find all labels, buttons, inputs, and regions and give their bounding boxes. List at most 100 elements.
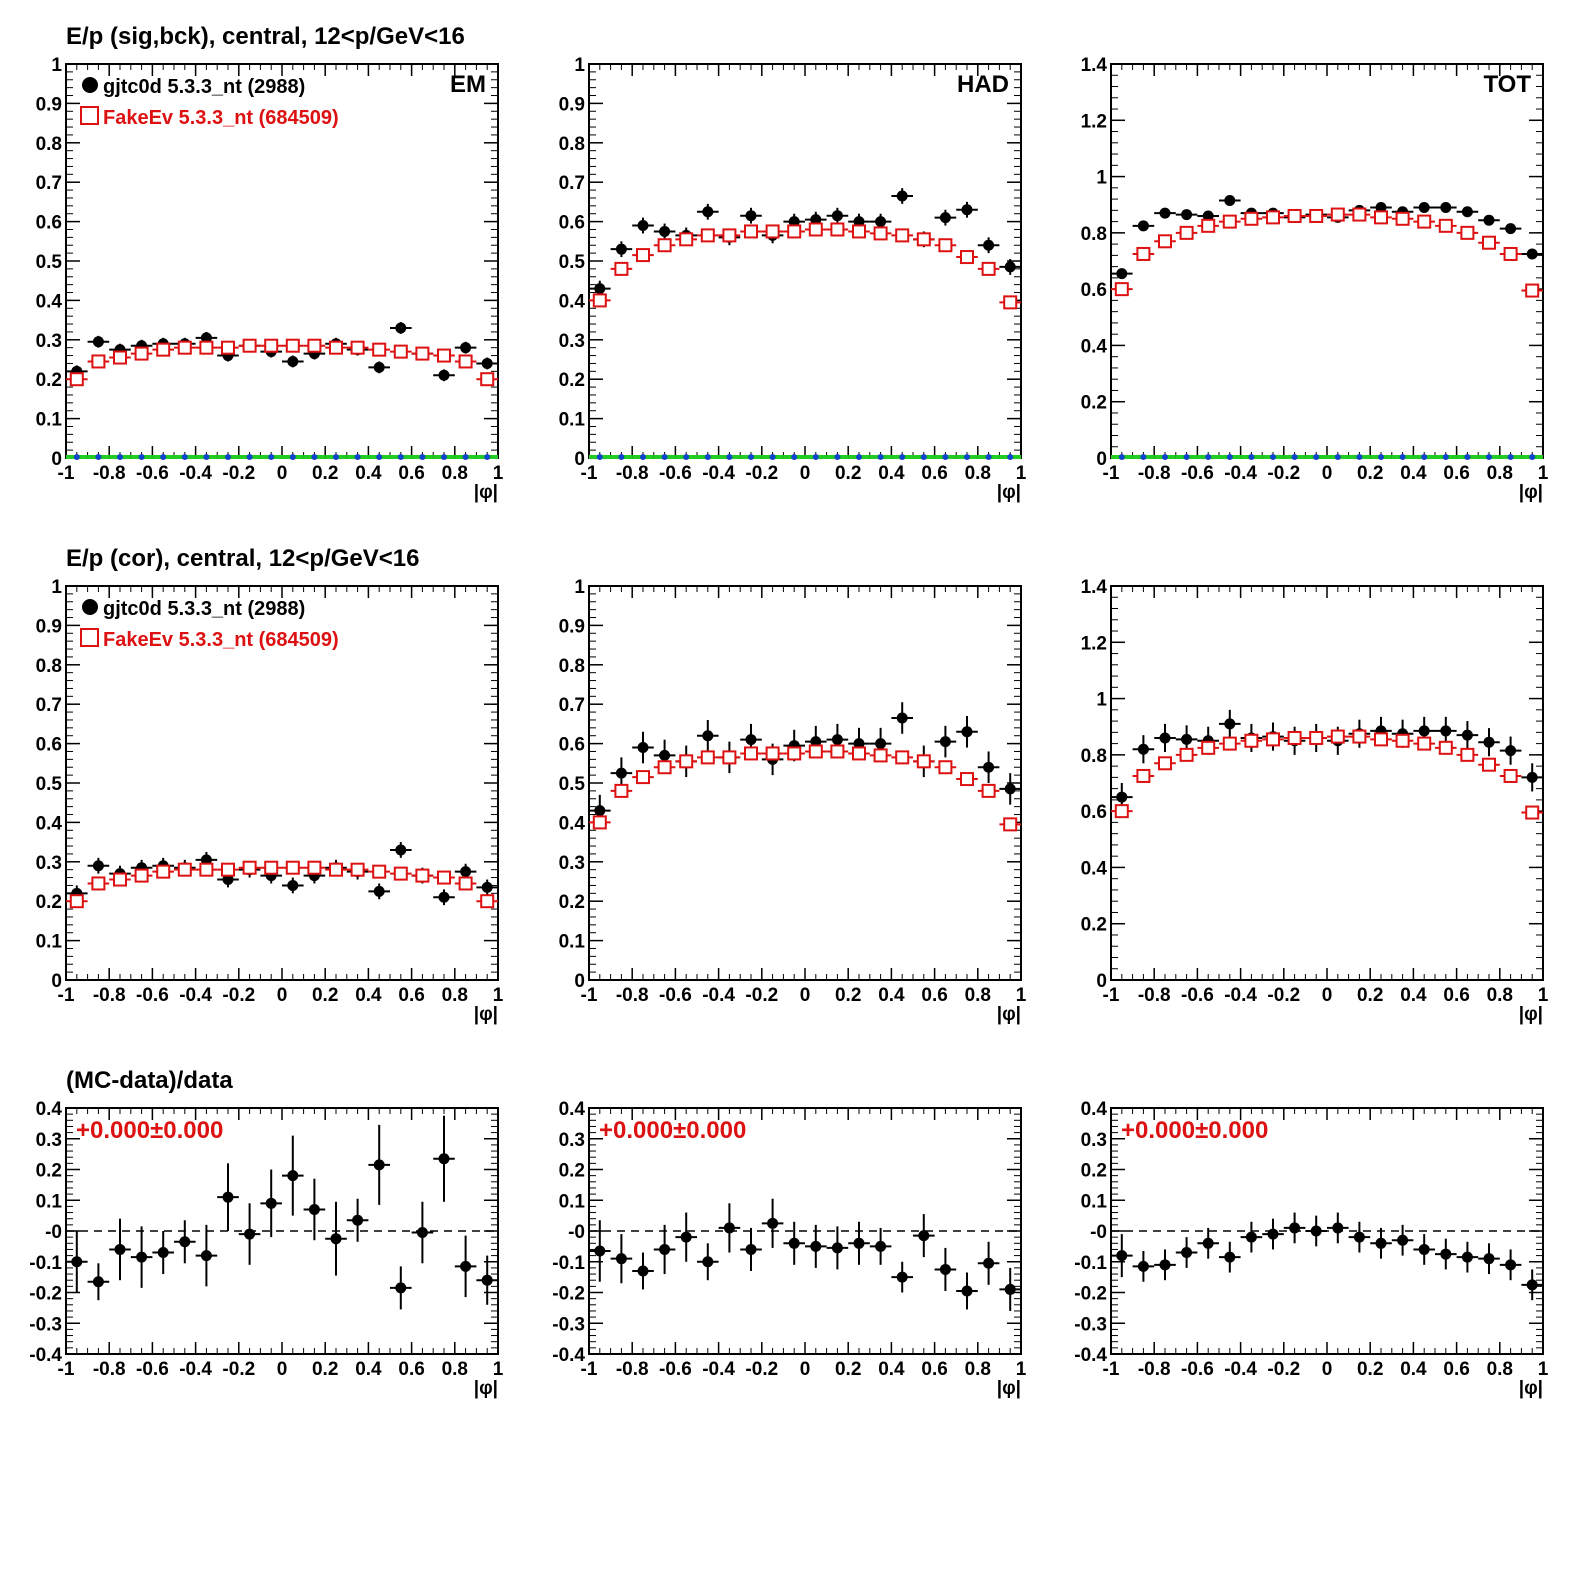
flat-series-point	[1507, 454, 1514, 460]
data-point	[1224, 1251, 1236, 1263]
x-tick-label: 1	[1538, 463, 1549, 484]
mc-point	[960, 250, 974, 265]
y-tick-label: 0.1	[1081, 1191, 1108, 1212]
y-tick-label: -0.4	[29, 1345, 62, 1366]
data-point	[1159, 1259, 1171, 1271]
x-tick-label: 0.6	[398, 985, 424, 1006]
y-tick-label: 0.6	[1081, 802, 1107, 823]
y-tick-label: 1	[51, 55, 62, 76]
flat-series-point	[95, 454, 102, 460]
mc-point	[307, 860, 322, 875]
data-point	[788, 216, 800, 228]
row2-title: E/p (cor), central, 12<p/GeV<16	[66, 545, 419, 572]
y-tick-label: -0	[1090, 1222, 1107, 1243]
mc-point	[1503, 768, 1518, 783]
data-point	[745, 734, 757, 746]
data-point	[1137, 220, 1149, 232]
data-point	[1418, 202, 1430, 214]
data-point	[1004, 783, 1016, 795]
legend-label-mc: FakeEv 5.3.3_nt (684509)	[103, 629, 339, 651]
y-tick-label: 0.7	[36, 173, 62, 194]
data-point	[460, 866, 472, 878]
flat-series-point	[769, 454, 776, 460]
mc-point	[1352, 729, 1367, 744]
mc-point	[458, 354, 473, 369]
data-point	[114, 1243, 126, 1255]
y-tick-label: 0.8	[1081, 224, 1107, 245]
flat-series-point	[1486, 454, 1492, 460]
x-tick-label: 0	[800, 1359, 811, 1380]
data-point	[810, 736, 822, 748]
y-tick-label: 0.3	[36, 1130, 62, 1151]
mc-point	[873, 226, 888, 241]
mc-point	[808, 222, 823, 237]
data-point	[244, 1228, 256, 1240]
y-tick-label: 0.8	[559, 134, 585, 155]
x-tick-label: -1	[581, 1359, 598, 1380]
x-tick-label: -0.2	[745, 1359, 778, 1380]
data-point	[875, 216, 887, 228]
data-point	[1202, 210, 1214, 222]
data-point	[1375, 1237, 1387, 1249]
data-point	[853, 1237, 865, 1249]
fit-annotation: +0.000±0.000	[76, 1117, 223, 1144]
data-point	[702, 730, 714, 742]
x-tick-label: -0.8	[93, 1359, 126, 1380]
flat-series-point	[1378, 454, 1384, 460]
mc-point	[1525, 805, 1540, 820]
y-tick-label: 0.9	[36, 616, 62, 637]
y-tick-label: 0.7	[559, 173, 585, 194]
mc-point	[307, 338, 322, 353]
data-point	[702, 1256, 714, 1268]
y-tick-label: 0.1	[36, 1191, 63, 1212]
legend-label-data: gjtc0d 5.3.3_nt (2988)	[103, 598, 305, 620]
y-tick-label: 0.2	[1081, 393, 1107, 414]
y-tick-label: -0.1	[1074, 1253, 1107, 1274]
data-point	[200, 1250, 212, 1262]
data-point	[939, 1263, 951, 1275]
mc-point	[614, 783, 629, 798]
mc-point	[113, 350, 127, 365]
panels: -1 -0.8 -0.6 -0.4 -0.2 0 0.2 0.4 0.6 0.8 1|φ|00.10…	[29, 55, 1548, 1399]
flat-series-point	[246, 454, 253, 460]
x-tick-label: 0.6	[398, 463, 424, 484]
flat-series-point	[1007, 454, 1014, 460]
y-tick-label: 0.4	[559, 291, 586, 312]
data-point	[157, 1247, 169, 1259]
data-point	[1267, 1228, 1279, 1240]
data-point	[200, 332, 212, 344]
mc-point	[242, 860, 257, 875]
mc-point	[458, 876, 473, 891]
flat-series-point	[812, 454, 819, 460]
y-tick-label: 0.2	[1081, 915, 1107, 936]
x-axis-label: |φ|	[1519, 482, 1543, 503]
y-tick-label: -0	[568, 1222, 585, 1243]
mc-point	[221, 340, 235, 355]
data-point	[810, 214, 822, 226]
mc-point	[1460, 225, 1475, 240]
mc-point	[787, 746, 802, 761]
x-tick-label: -0.2	[222, 1359, 255, 1380]
mc-point	[916, 754, 931, 769]
x-tick-label: 0.8	[965, 463, 991, 484]
y-tick-label: 0	[51, 449, 62, 470]
data-point	[460, 342, 472, 354]
data-point	[1397, 1234, 1409, 1246]
x-tick-label: -0.6	[136, 463, 169, 484]
mc-point	[177, 340, 192, 355]
data-point	[594, 283, 606, 295]
data-point	[222, 874, 234, 886]
data-point	[1004, 1283, 1016, 1295]
x-tick-label: -1	[581, 985, 598, 1006]
y-tick-label: 0.5	[36, 774, 63, 795]
mc-point	[415, 346, 430, 361]
data-point	[1461, 206, 1473, 218]
mc-point	[1201, 218, 1216, 233]
x-tick-label: -0.4	[179, 463, 212, 484]
mc-point	[722, 228, 737, 243]
data-point	[1418, 1243, 1430, 1255]
fit-annotation: +0.000±0.000	[1121, 1117, 1268, 1144]
flat-series-point	[1291, 454, 1298, 460]
mc-point	[938, 760, 953, 775]
flat-series-point	[726, 454, 733, 460]
